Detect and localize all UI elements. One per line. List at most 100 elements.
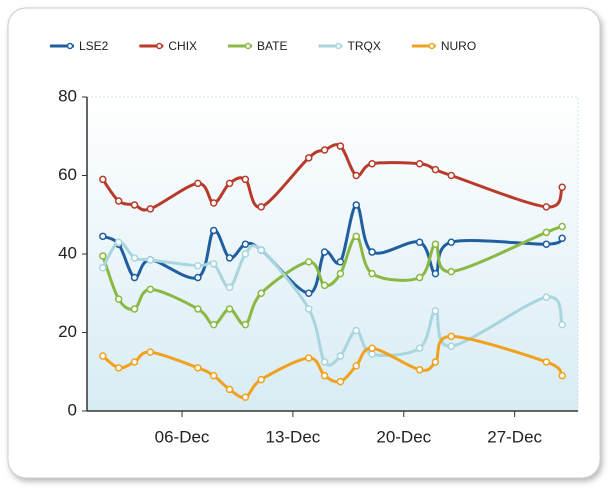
point [542, 203, 551, 211]
point [558, 234, 566, 243]
x-tick-label: 06-Dec [155, 427, 210, 446]
y-tick-label: 0 [68, 400, 77, 419]
point [558, 371, 566, 380]
point [209, 260, 218, 268]
point [368, 350, 376, 358]
point [130, 358, 139, 366]
x-tick-label: 20-Dec [376, 427, 431, 446]
point [447, 238, 456, 246]
y-tick-label: 80 [58, 86, 77, 105]
point [114, 295, 123, 303]
point [336, 258, 345, 266]
point [320, 146, 329, 154]
point [304, 154, 313, 162]
legend-marker [244, 42, 252, 50]
point [352, 201, 361, 209]
point [257, 289, 265, 297]
point [431, 307, 440, 315]
point [352, 171, 361, 180]
point [257, 203, 265, 211]
point [336, 142, 345, 150]
legend-label: CHIX [168, 39, 197, 53]
legend-label: BATE [257, 39, 287, 53]
point [352, 362, 361, 370]
point [336, 377, 345, 386]
point [558, 183, 566, 192]
point [99, 352, 107, 360]
point [241, 393, 250, 402]
point [447, 267, 456, 276]
point [542, 358, 551, 366]
point [304, 258, 313, 266]
point [225, 283, 234, 292]
point [336, 352, 345, 360]
point [304, 354, 313, 362]
point [99, 252, 107, 260]
point [415, 159, 424, 168]
point [99, 263, 107, 272]
point [114, 238, 123, 246]
point [368, 248, 376, 256]
point [130, 273, 139, 282]
y-tick-label: 60 [58, 165, 77, 184]
y-tick-label: 40 [58, 243, 77, 262]
point [320, 248, 329, 256]
point [225, 385, 234, 394]
point [431, 165, 440, 174]
point [368, 159, 376, 168]
point [368, 344, 376, 352]
point [320, 358, 329, 366]
point [194, 179, 202, 188]
point [99, 232, 107, 241]
point [352, 326, 361, 335]
point [415, 273, 424, 282]
point [209, 199, 218, 207]
point [209, 320, 218, 329]
point [114, 364, 123, 372]
legend-marker [335, 42, 342, 50]
legend-label: LSE2 [79, 39, 109, 53]
legend-label: TRQX [347, 39, 380, 53]
point [257, 246, 265, 254]
point [241, 250, 250, 258]
point [194, 305, 202, 313]
point [194, 262, 202, 270]
point [241, 175, 250, 184]
point [368, 269, 376, 278]
point [320, 371, 329, 380]
point [114, 197, 123, 205]
point [415, 344, 424, 352]
legend-marker [66, 42, 74, 50]
point [320, 281, 329, 290]
point [194, 364, 202, 372]
point [558, 320, 566, 329]
point [542, 240, 551, 248]
point [542, 228, 551, 237]
point [99, 175, 107, 184]
legend-marker [428, 42, 436, 50]
point [257, 375, 265, 384]
point [447, 171, 456, 180]
point [558, 222, 566, 231]
point [336, 269, 345, 278]
point [352, 232, 361, 241]
point [130, 201, 139, 209]
point [146, 205, 155, 213]
point [130, 305, 139, 313]
point [146, 348, 155, 356]
point [415, 366, 424, 374]
point [209, 226, 218, 235]
point [447, 332, 456, 341]
point [304, 305, 313, 313]
point [241, 240, 250, 248]
y-tick-label: 20 [58, 322, 77, 341]
point [146, 256, 155, 264]
point [431, 358, 440, 366]
point [225, 254, 234, 262]
point [447, 342, 456, 350]
point [415, 238, 424, 246]
point [194, 273, 202, 282]
point [542, 293, 551, 301]
